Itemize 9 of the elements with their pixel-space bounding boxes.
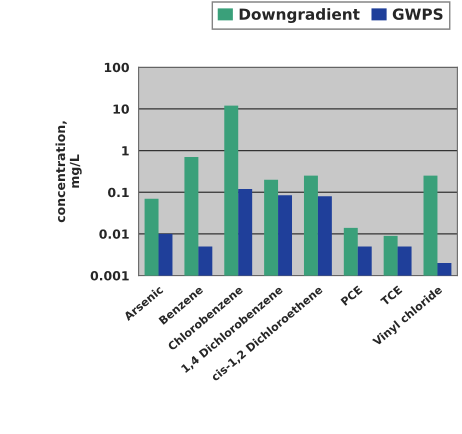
y-axis-title: concentration, mg/L bbox=[56, 121, 82, 222]
y-tick-label: 0.01 bbox=[99, 229, 129, 239]
y-tick-label: 100 bbox=[104, 62, 129, 72]
legend-label: GWPS bbox=[392, 8, 443, 20]
y-tick-label: 0.001 bbox=[90, 271, 129, 281]
y-tick-label: 1 bbox=[122, 146, 129, 156]
y-tick-label: 10 bbox=[114, 104, 129, 114]
y-tick-label: 0.1 bbox=[108, 188, 129, 198]
legend-label: Downgradient bbox=[240, 8, 360, 24]
